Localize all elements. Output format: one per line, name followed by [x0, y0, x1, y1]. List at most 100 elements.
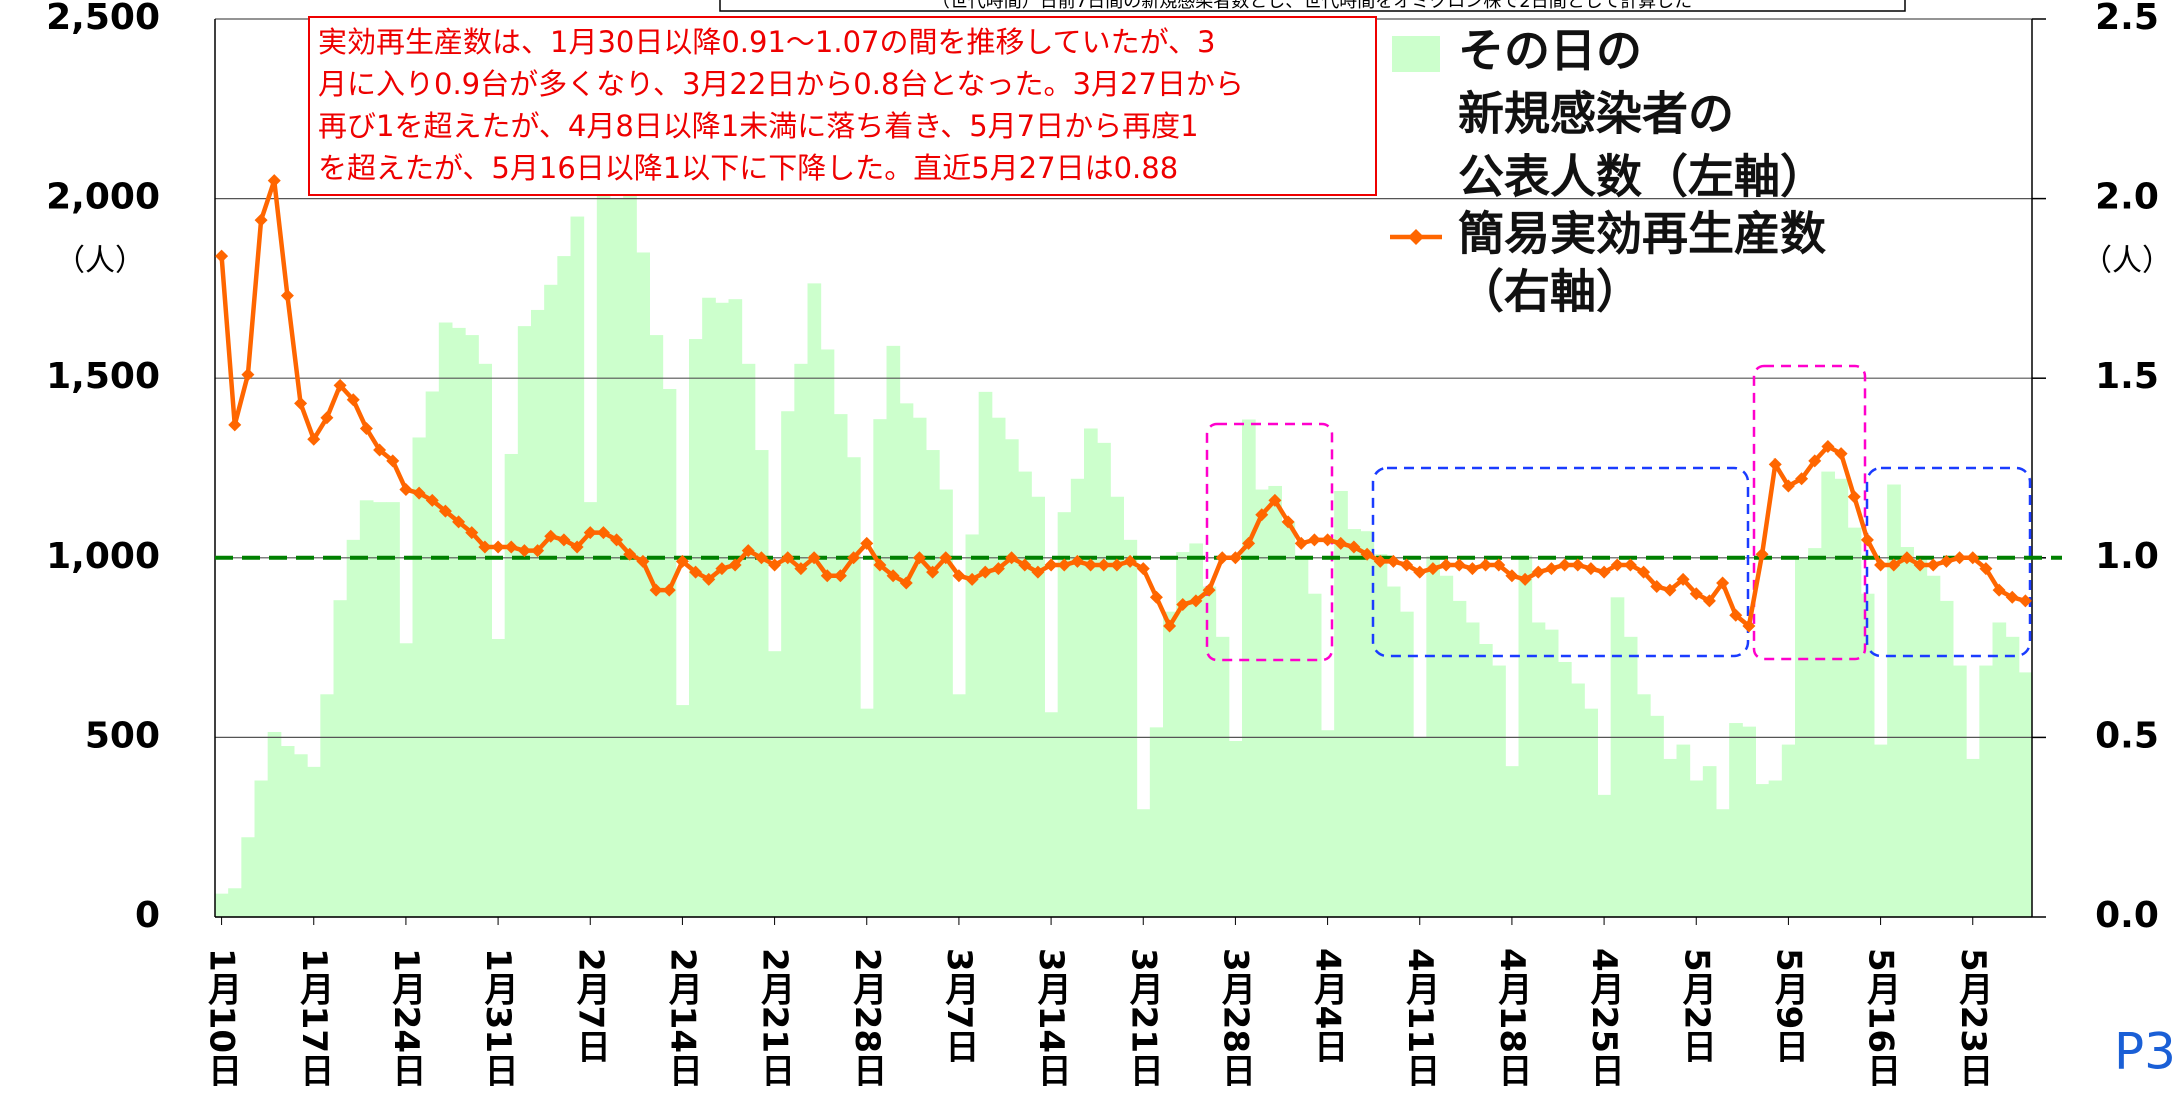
bar: [820, 349, 835, 917]
bar: [1228, 740, 1243, 917]
line-marker: [1281, 515, 1295, 529]
bar: [860, 708, 874, 917]
line-marker: [1018, 558, 1032, 572]
line-marker: [583, 526, 597, 540]
bar: [359, 500, 374, 917]
line-marker: [1163, 619, 1177, 633]
line-marker: [1518, 572, 1532, 586]
note: （世代時間）日前7日間の新規感染者数とし、世代時間をオミクロン株で2日間として計…: [932, 0, 1692, 12]
bar: [833, 414, 848, 917]
bar: [1018, 471, 1032, 917]
line-marker: [649, 583, 663, 597]
legend-label: （右軸）: [1458, 265, 1642, 319]
bar: [1768, 780, 1783, 917]
bar: [1610, 597, 1625, 917]
line-marker: [978, 565, 992, 579]
bar: [386, 502, 400, 917]
highlight-box: [1752, 364, 1867, 661]
line-marker: [491, 540, 505, 554]
bar: [465, 335, 479, 917]
annotation-text: 実効再生産数は、1月30日以降0.91～1.07の間を推移していたが、3: [318, 25, 1216, 59]
bar: [1110, 496, 1124, 917]
line-marker: [1373, 554, 1387, 568]
y2-tick-label: 1.0: [2095, 536, 2159, 577]
y-tick-label: 2,500: [46, 0, 160, 38]
bar: [1597, 794, 1612, 917]
x-tick-label: 5月23日: [1953, 948, 1993, 1087]
x-tick-label: 5月2日: [1676, 948, 1716, 1063]
bar: [1571, 683, 1585, 917]
bar: [1347, 529, 1361, 917]
x-tick-label: 1月17日: [294, 948, 334, 1087]
x-tick-label: 2月14日: [662, 948, 702, 1087]
line-marker: [1939, 554, 1953, 568]
bar: [1492, 665, 1506, 917]
x-tick-label: 2月7日: [570, 948, 610, 1063]
line-marker: [320, 411, 334, 425]
y-tick-label: 1,500: [46, 356, 160, 397]
line-marker: [478, 540, 492, 554]
legend-label: 簡易実効再生産数: [1458, 207, 1826, 261]
line-marker: [346, 393, 360, 407]
line-marker: [939, 551, 953, 565]
line-marker: [1360, 547, 1374, 561]
bar: [2018, 672, 2033, 917]
line-marker: [1689, 587, 1703, 601]
bar: [847, 457, 861, 917]
bar: [1281, 521, 1296, 917]
bar: [399, 643, 413, 917]
line-marker: [662, 583, 676, 597]
bar: [991, 417, 1006, 917]
bar: [1452, 600, 1467, 917]
line-marker: [1321, 533, 1335, 547]
y2-tick-label: 2.5: [2095, 0, 2159, 38]
line-marker: [1044, 558, 1058, 572]
x-tick-label: 5月9日: [1768, 948, 1808, 1063]
bar: [1716, 809, 1730, 917]
line-marker: [1202, 583, 1216, 597]
line-marker: [425, 493, 439, 507]
line-marker: [1887, 558, 1901, 572]
line-marker: [294, 396, 308, 410]
line-marker: [465, 526, 479, 540]
line-marker: [1966, 551, 1980, 565]
line-marker: [1228, 551, 1242, 565]
line-marker: [228, 418, 242, 432]
line-marker: [847, 551, 861, 565]
y2-tick-label: 0.0: [2095, 895, 2159, 936]
bar: [1650, 715, 1664, 917]
bar: [1966, 758, 1980, 917]
line-marker: [1242, 536, 1256, 550]
line-marker: [1334, 536, 1348, 550]
bar: [1031, 496, 1045, 917]
line-marker: [807, 551, 821, 565]
line-marker: [1702, 594, 1716, 608]
y2-tick-label: 2.0: [2095, 177, 2159, 218]
x-tick-label: 5月16日: [1861, 948, 1901, 1087]
bar: [1663, 758, 1677, 917]
line-marker: [570, 540, 584, 554]
line-marker: [1110, 558, 1124, 572]
bar: [807, 283, 822, 917]
bar: [2005, 636, 2020, 917]
y-unit: （人）: [55, 244, 145, 279]
line-marker: [1386, 554, 1400, 568]
bar: [1084, 428, 1098, 917]
bar: [1057, 512, 1072, 917]
line-marker: [557, 533, 571, 547]
bar: [1149, 727, 1164, 917]
line-marker: [1860, 533, 1874, 547]
y2-tick-label: 0.5: [2095, 715, 2159, 756]
line-marker: [517, 544, 531, 558]
line-marker: [254, 213, 268, 227]
line-marker: [1992, 583, 2006, 597]
bar: [1400, 611, 1414, 917]
line-marker: [1123, 554, 1137, 568]
line-marker: [2018, 594, 2032, 608]
line-marker: [1900, 551, 1914, 565]
line-marker: [1729, 608, 1743, 622]
line-marker: [1452, 558, 1466, 572]
bar: [504, 453, 519, 917]
y-tick-label: 2,000: [46, 177, 160, 218]
